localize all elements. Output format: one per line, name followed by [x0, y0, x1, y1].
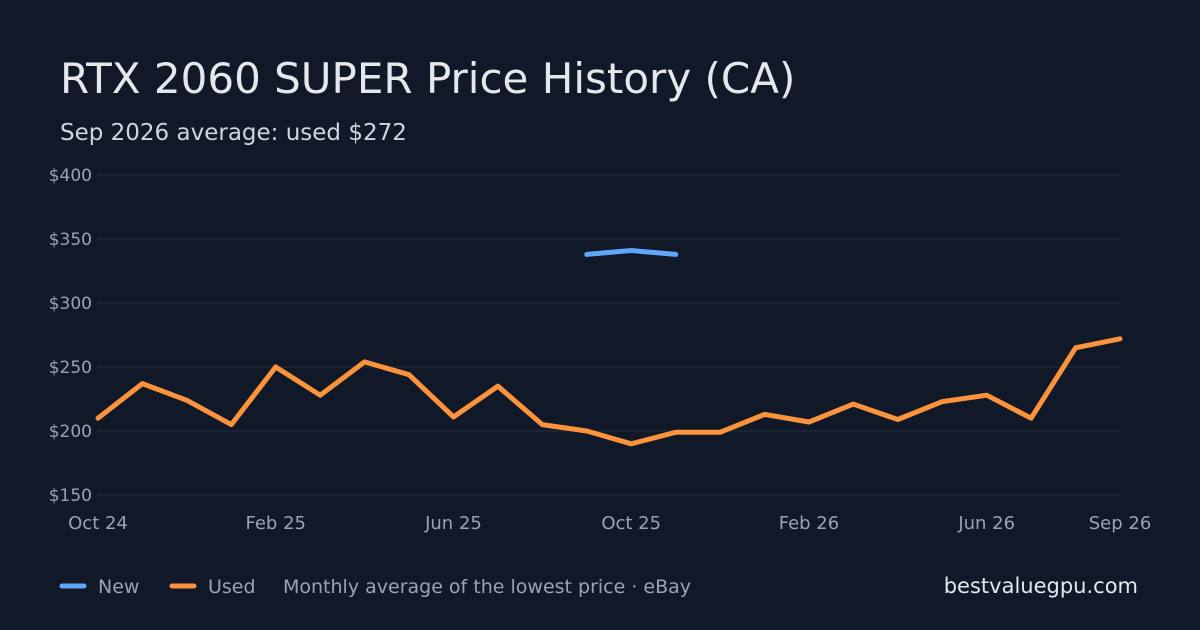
brand-label: bestvaluegpu.com	[944, 574, 1138, 598]
legend: New Used	[59, 576, 256, 598]
series-lines	[95, 248, 1123, 447]
chart-subtitle: Sep 2026 average: used $272	[60, 120, 407, 146]
legend-label-new: New	[98, 576, 139, 598]
x-tick-label: Jun 25	[424, 513, 482, 534]
x-tick-label: Sep 26	[1089, 513, 1152, 534]
y-tick-label: $250	[49, 358, 92, 378]
gridlines	[98, 174, 1120, 496]
y-tick-label: $400	[49, 166, 92, 186]
x-axis-ticks: Oct 24 Feb 25 Jun 25 Oct 25 Feb 26 Jun 26 Sep …	[68, 513, 1151, 534]
y-axis-ticks: $150 $200 $250 $300 $350 $400	[49, 166, 92, 506]
series-line-new	[584, 248, 679, 257]
y-tick-label: $350	[49, 230, 92, 250]
x-tick-label: Jun 26	[957, 513, 1015, 534]
y-tick-label: $300	[49, 294, 92, 314]
chart-title: RTX 2060 SUPER Price History (CA)	[60, 54, 795, 103]
series-line-used	[95, 336, 1123, 447]
y-tick-label: $150	[49, 486, 92, 506]
x-tick-label: Feb 26	[779, 513, 840, 534]
source-note: Monthly average of the lowest price · eB…	[283, 576, 691, 598]
x-tick-label: Oct 24	[68, 513, 128, 534]
y-tick-label: $200	[49, 422, 92, 442]
x-tick-label: Oct 25	[601, 513, 661, 534]
legend-label-used: Used	[208, 576, 256, 598]
x-tick-label: Feb 25	[245, 513, 306, 534]
